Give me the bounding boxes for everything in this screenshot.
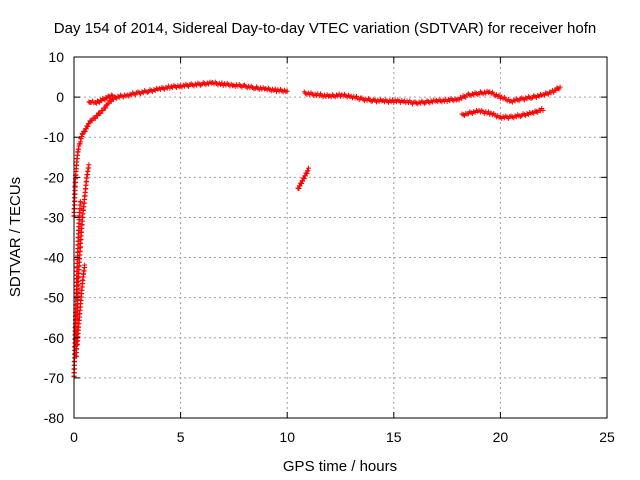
y-axis-label: SDTVAR / TECUs <box>7 177 24 297</box>
chart-title: Day 154 of 2014, Sidereal Day-to-day VTE… <box>54 20 596 37</box>
data-point <box>86 121 92 127</box>
x-tick-label: 20 <box>493 429 509 445</box>
data-point <box>103 105 109 111</box>
data-point <box>540 107 546 113</box>
x-tick-label: 25 <box>599 429 615 445</box>
y-tick-label: 0 <box>56 89 64 105</box>
data-point <box>219 80 225 86</box>
y-tick-label: -50 <box>44 290 64 306</box>
data-point <box>108 92 114 98</box>
data-point <box>82 128 88 134</box>
y-tick-label: -40 <box>44 250 64 266</box>
y-tick-label: -10 <box>44 129 64 145</box>
data-point <box>89 118 95 124</box>
data-point <box>272 86 278 92</box>
y-tick-label: -70 <box>44 370 64 386</box>
plot-frame <box>73 56 608 419</box>
data-point <box>496 92 502 98</box>
data-point <box>86 162 92 168</box>
y-tick-label: -20 <box>44 169 64 185</box>
data-point <box>85 123 91 129</box>
data-point <box>100 108 106 114</box>
y-tick-label: 10 <box>48 49 64 65</box>
data-points <box>71 79 563 380</box>
x-tick-label: 0 <box>70 429 78 445</box>
x-tick-label: 15 <box>386 429 402 445</box>
y-tick-label: -80 <box>44 410 64 426</box>
data-point <box>105 101 111 107</box>
data-point <box>98 110 104 116</box>
data-point <box>299 181 305 187</box>
data-point <box>284 88 290 94</box>
data-point <box>109 93 115 99</box>
x-tick-label: 10 <box>279 429 295 445</box>
axis-ticks: 0 5 10 15 20 25 -80 -70 -60 -50 -40 -30 -20 -10 0 10 <box>44 49 615 445</box>
data-point <box>77 199 83 205</box>
data-point <box>82 262 88 268</box>
data-point <box>94 113 100 119</box>
data-point <box>296 186 302 192</box>
data-point <box>92 115 98 121</box>
y-tick-label: -30 <box>44 209 64 225</box>
x-tick-label: 5 <box>177 429 185 445</box>
x-axis-label: GPS time / hours <box>283 458 397 475</box>
data-point <box>485 109 491 115</box>
data-point <box>301 176 307 182</box>
data-point <box>305 168 311 174</box>
data-point <box>304 171 310 177</box>
data-point <box>557 84 563 90</box>
data-point <box>80 131 86 137</box>
y-tick-label: -60 <box>44 330 64 346</box>
data-point <box>306 165 312 171</box>
